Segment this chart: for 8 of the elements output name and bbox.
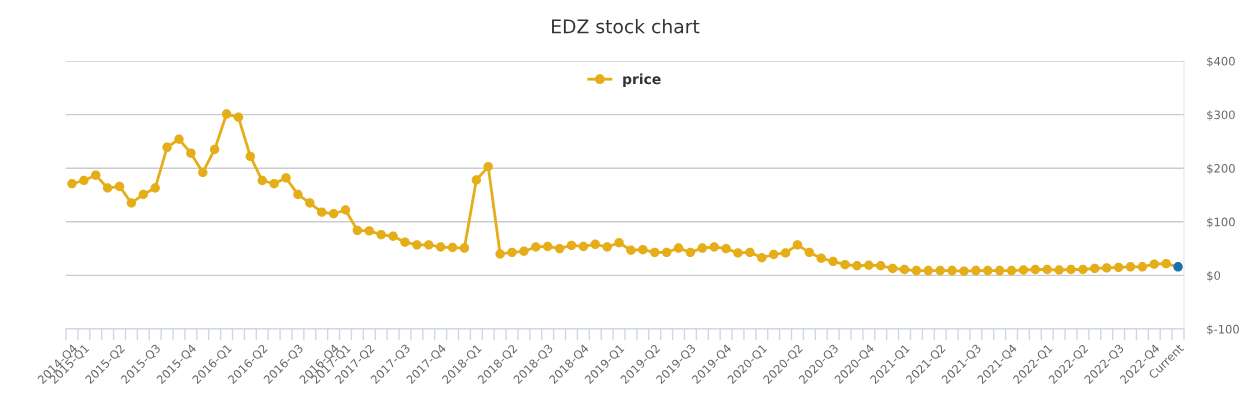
chart-title: EDZ stock chart [552,18,700,34]
y-tick-label: $100 [1207,217,1235,228]
y-tick-label: $200 [1207,163,1235,175]
y-tick-label: $400 [1207,56,1235,68]
y-tick-label: $-100 [1207,324,1239,336]
legend-label: price [623,73,661,87]
y-tick-label: $300 [1207,110,1235,121]
y-tick-label: $0 [1207,271,1221,282]
